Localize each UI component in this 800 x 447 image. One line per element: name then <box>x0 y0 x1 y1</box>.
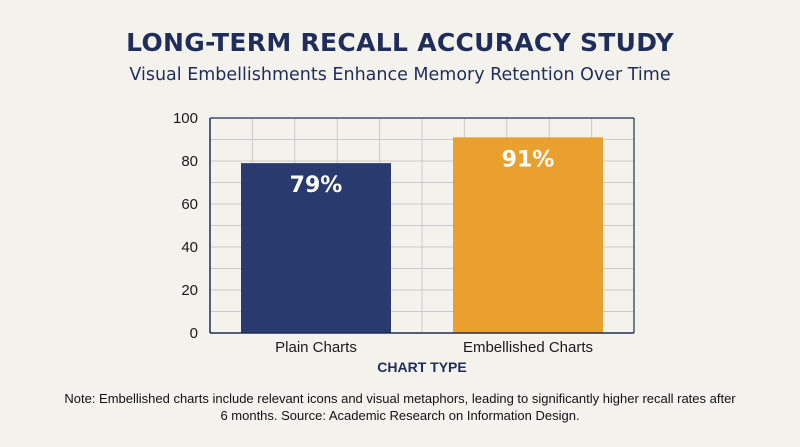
chart-title: LONG-TERM RECALL ACCURACY STUDY <box>126 28 674 57</box>
bar-plain-charts <box>241 163 391 333</box>
x-axis-label: CHART TYPE <box>377 359 466 375</box>
y-tick-label: 0 <box>190 325 198 342</box>
x-tick-label: Plain Charts <box>275 339 357 356</box>
bar-value-label: 79% <box>290 173 343 198</box>
axes: Plain Charts Embellished Charts 0 20 40 60 80 1… <box>173 110 634 356</box>
footnote: Note: Embellished charts include relevan… <box>64 391 736 423</box>
chart-subtitle: Visual Embellishments Enhance Memory Ret… <box>129 65 671 85</box>
bar-embellished-charts <box>453 137 603 333</box>
x-tick-label: Embellished Charts <box>463 339 593 356</box>
y-tick-label: 100 <box>173 110 198 127</box>
y-tick-label: 80 <box>181 153 198 170</box>
bar-value-label: 91% <box>502 147 555 172</box>
y-tick-label: 20 <box>181 282 198 299</box>
y-tick-label: 40 <box>181 239 198 256</box>
y-tick-label: 60 <box>181 196 198 213</box>
bars: 79% 91% <box>241 137 603 333</box>
